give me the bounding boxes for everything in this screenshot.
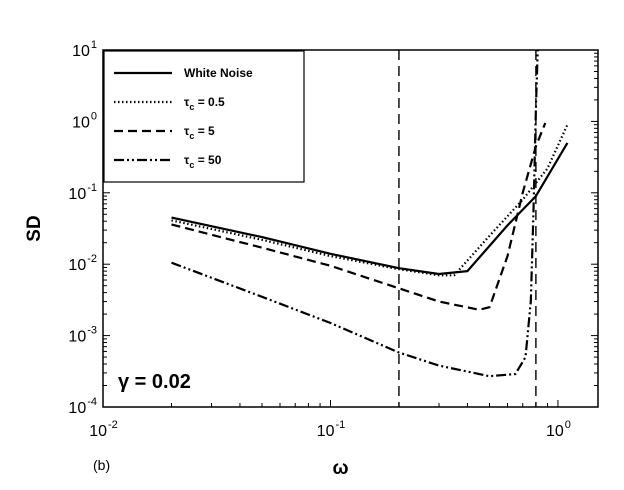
- svg-text:10: 10: [89, 423, 107, 440]
- axis-ticks: 10 -2 10 -1 10 010 -410 -310 -210 -110 010 1: [68, 39, 598, 440]
- tick-label: 10 0: [72, 110, 97, 131]
- svg-text:1: 1: [91, 39, 97, 51]
- svg-text:-1: -1: [335, 419, 345, 431]
- series-lines: [171, 50, 569, 378]
- legend-label-4: τc = 50: [184, 153, 222, 170]
- tick-label: 10 -4: [68, 396, 97, 417]
- tick-label: 10 -1: [317, 419, 346, 440]
- svg-text:10: 10: [546, 423, 564, 440]
- legend-label-2: τc = 0.5: [184, 95, 225, 112]
- svg-text:10: 10: [68, 257, 86, 274]
- svg-text:10: 10: [72, 114, 90, 131]
- y-axis-label: SD: [24, 215, 45, 241]
- tick-label: 10 0: [546, 419, 571, 440]
- svg-text:-2: -2: [87, 253, 97, 265]
- svg-text:10: 10: [68, 186, 86, 203]
- tick-label: 10 1: [72, 39, 97, 60]
- legend: White Noise τc = 0.5 τc = 5 τc = 50: [103, 50, 305, 183]
- series-line-1: [171, 142, 569, 276]
- svg-text:10: 10: [68, 329, 86, 346]
- reference-lines: [398, 50, 537, 407]
- svg-text:10: 10: [72, 43, 90, 60]
- svg-text:-2: -2: [108, 419, 118, 431]
- series-line-2: [171, 124, 569, 277]
- svg-text:0: 0: [91, 110, 97, 122]
- svg-text:10: 10: [68, 400, 86, 417]
- svg-text:-1: -1: [87, 182, 97, 194]
- tick-label: 10 -3: [68, 325, 97, 346]
- series-line-3: [171, 122, 547, 311]
- plot-frame: [102, 49, 599, 408]
- gamma-annotation: γ = 0.02: [118, 371, 191, 393]
- series-line-4: [171, 50, 539, 378]
- tick-label: 10 -2: [89, 419, 118, 440]
- svg-text:10: 10: [317, 423, 335, 440]
- tick-label: 10 -2: [68, 253, 97, 274]
- legend-label-3: τc = 5: [184, 124, 215, 141]
- panel-label: (b): [93, 457, 110, 473]
- svg-text:0: 0: [565, 419, 571, 431]
- x-axis-label: ω: [332, 458, 348, 479]
- tick-label: 10 -1: [68, 182, 97, 203]
- legend-label-1: White Noise: [184, 66, 253, 80]
- svg-text:-3: -3: [87, 325, 97, 337]
- svg-text:-4: -4: [87, 396, 97, 408]
